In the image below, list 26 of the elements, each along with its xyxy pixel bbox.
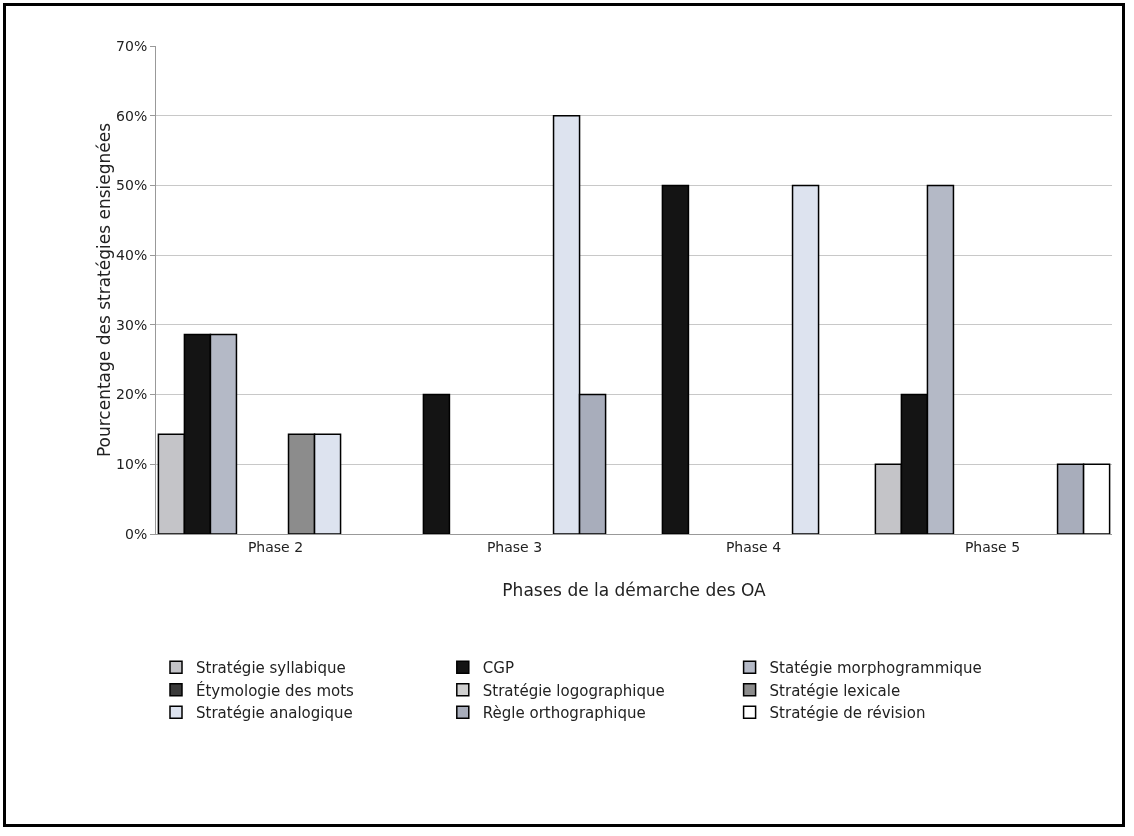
legend-label: CGP (482, 659, 514, 678)
y-tick-label: 20% (116, 386, 148, 403)
bar (661, 184, 690, 534)
legend-label: Stratégie lexicale (769, 681, 901, 700)
x-axis-title: Phases de la démarche des OA (502, 580, 766, 601)
y-tick-label: 60% (116, 107, 148, 124)
y-tick-label: 70% (116, 37, 148, 54)
x-tick-label: Phase 2 (247, 538, 304, 555)
y-tick-label: 50% (116, 177, 148, 194)
x-tick-label: Phase 5 (964, 538, 1021, 555)
legend-label: Règle orthographique (482, 704, 646, 723)
bar (422, 393, 451, 534)
legend-label: Stratégie syllabique (196, 659, 346, 678)
legend-label: Stratégie logographique (482, 681, 665, 700)
y-tick-label: 10% (116, 456, 148, 473)
x-tick-label: Phase 4 (725, 538, 782, 555)
y-tick-label: 0% (124, 525, 148, 542)
legend-label: Stratégie de révision (769, 704, 926, 723)
y-tick-label: 30% (116, 316, 148, 333)
bar (791, 184, 820, 534)
y-axis-title: Pourcentage des stratégies ensiegnées (94, 122, 115, 458)
legend-label: Stratégie analogique (196, 704, 353, 723)
x-tick-label: Phase 3 (486, 538, 543, 555)
legend-label: Étymologie des mots (196, 680, 355, 700)
y-tick-label: 40% (116, 247, 148, 264)
legend-label: Statégie morphogrammique (769, 659, 982, 678)
